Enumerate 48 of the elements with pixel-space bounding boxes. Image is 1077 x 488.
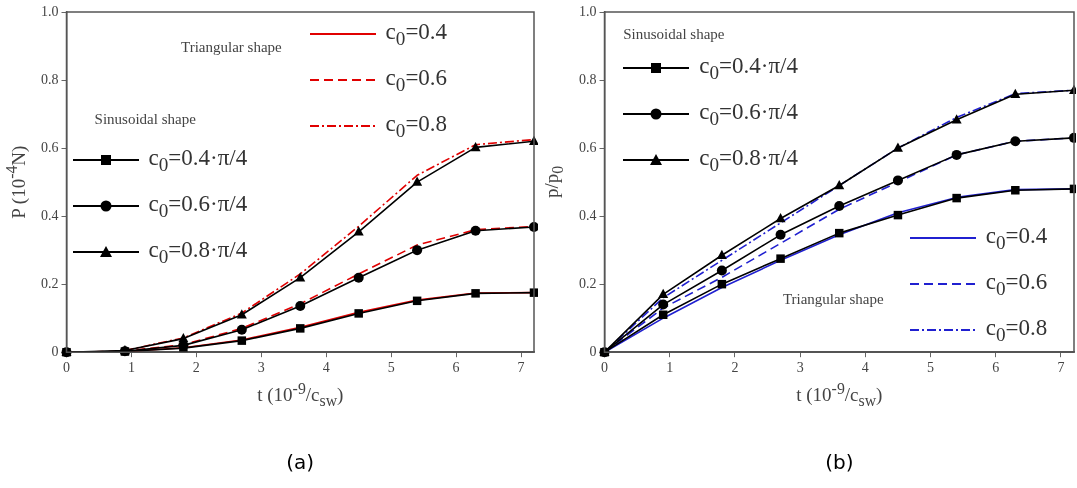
x-tick-label: 2 [192,360,200,376]
y-tick-label: 0.4 [579,207,597,223]
y-tick-label: 0.6 [579,139,597,155]
x-tick-label: 1 [127,360,135,376]
y-tick-label: 0.8 [41,71,59,87]
y-tick-label: 1.0 [579,3,597,19]
x-axis-title: t (10$^{-9}$/c$_{sw}$) [257,380,344,411]
x-tick-label: 7 [1057,360,1065,376]
x-tick-label: 0 [601,360,608,376]
x-tick-label: 6 [992,360,1000,376]
y-tick-label: 1.0 [41,3,59,19]
x-tick-label: 6 [452,360,460,376]
legend-label: c$_{0}$=0.4·π/4 [148,144,248,176]
text: (a) [286,450,315,474]
y-tick-label: 0.6 [41,139,59,155]
x-tick-label: 1 [666,360,674,376]
x-tick-label: 3 [796,360,804,376]
legend-label: c$_{0}$=0.6·π/4 [148,190,248,222]
y-tick-label: 0 [51,343,59,359]
x-axis-title: t (10$^{-9}$/c$_{sw}$) [796,380,883,411]
annotation: Sinusoidal shape [623,25,725,43]
x-tick-label: 5 [387,360,395,376]
y-tick-label: 0.2 [41,275,59,291]
x-tick-label: 4 [322,360,330,376]
x-tick-label: 3 [257,360,265,376]
legend-label: c$_{0}$=0.6 [985,268,1048,300]
legend-label: c$_{0}$=0.8·π/4 [699,144,798,176]
y-tick-label: 0.2 [579,275,597,291]
text: (b) [825,450,854,474]
legend-label: c$_{0}$=0.4 [985,222,1048,254]
x-tick-label: 4 [861,360,869,376]
legend-label: c$_{0}$=0.8·π/4 [148,236,248,268]
legend-label: c$_{0}$=0.4 [385,18,448,50]
legend-label: c$_{0}$=0.6·π/4 [699,98,798,130]
annotation: Sinusoidal shape [94,110,196,128]
annotation: Triangular shape [181,39,282,57]
y-tick-label: 0.8 [579,71,597,87]
annotation: Triangular shape [782,290,884,308]
y-tick-label: 0.4 [41,207,59,223]
legend-label: c$_{0}$=0.8 [385,110,448,142]
y-tick-label: 0 [589,343,597,359]
legend-label: c$_{0}$=0.8 [985,314,1048,346]
x-tick-label: 7 [517,360,525,376]
x-tick-label: 2 [731,360,739,376]
x-tick-label: 0 [63,360,70,376]
x-tick-label: 5 [927,360,935,376]
legend-label: c$_{0}$=0.6 [385,64,448,96]
legend-label: c$_{0}$=0.4·π/4 [699,52,798,84]
